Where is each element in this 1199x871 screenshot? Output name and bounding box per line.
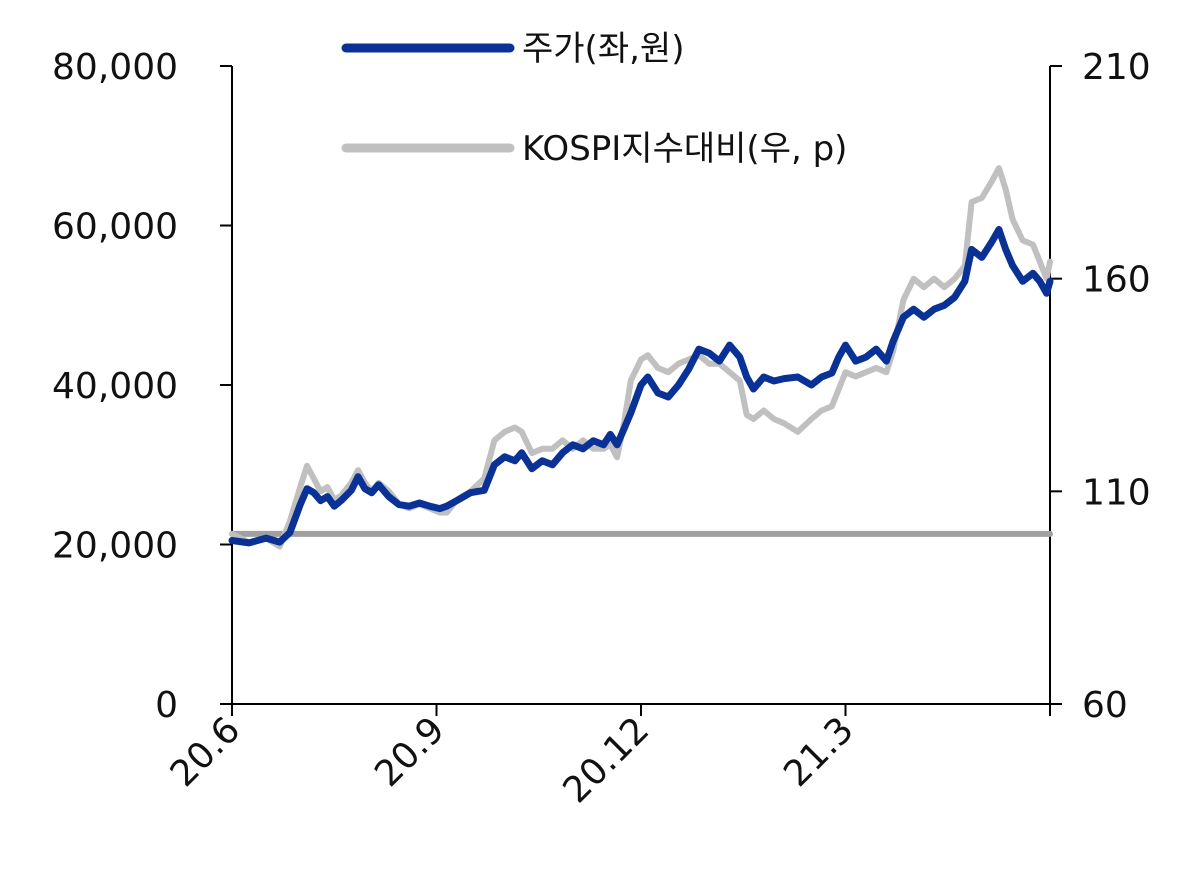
legend-price-label: 주가(좌,원) bbox=[522, 29, 684, 69]
x-tick-label: 20.9 bbox=[367, 709, 453, 795]
series-layer bbox=[228, 165, 1054, 550]
right-tick-label: 60 bbox=[1082, 685, 1128, 726]
x-tick-label: 20.12 bbox=[555, 709, 657, 811]
left-tick-label: 80,000 bbox=[52, 47, 178, 88]
legend: 주가(좌,원) KOSPI지수대비(우, p) bbox=[341, 29, 847, 169]
stock-price-line bbox=[228, 226, 1054, 547]
left-tick-label: 40,000 bbox=[52, 366, 178, 407]
right-tick-label: 110 bbox=[1082, 472, 1151, 513]
x-tick-label: 21.3 bbox=[776, 709, 862, 795]
right-tick-label: 210 bbox=[1082, 47, 1151, 88]
left-tick-label: 60,000 bbox=[52, 207, 178, 248]
left-tick-label: 20,000 bbox=[52, 526, 178, 567]
left-tick-label: 0 bbox=[155, 685, 178, 726]
right-tick-label: 160 bbox=[1082, 260, 1151, 301]
legend-kospi-label: KOSPI지수대비(우, p) bbox=[522, 129, 847, 169]
